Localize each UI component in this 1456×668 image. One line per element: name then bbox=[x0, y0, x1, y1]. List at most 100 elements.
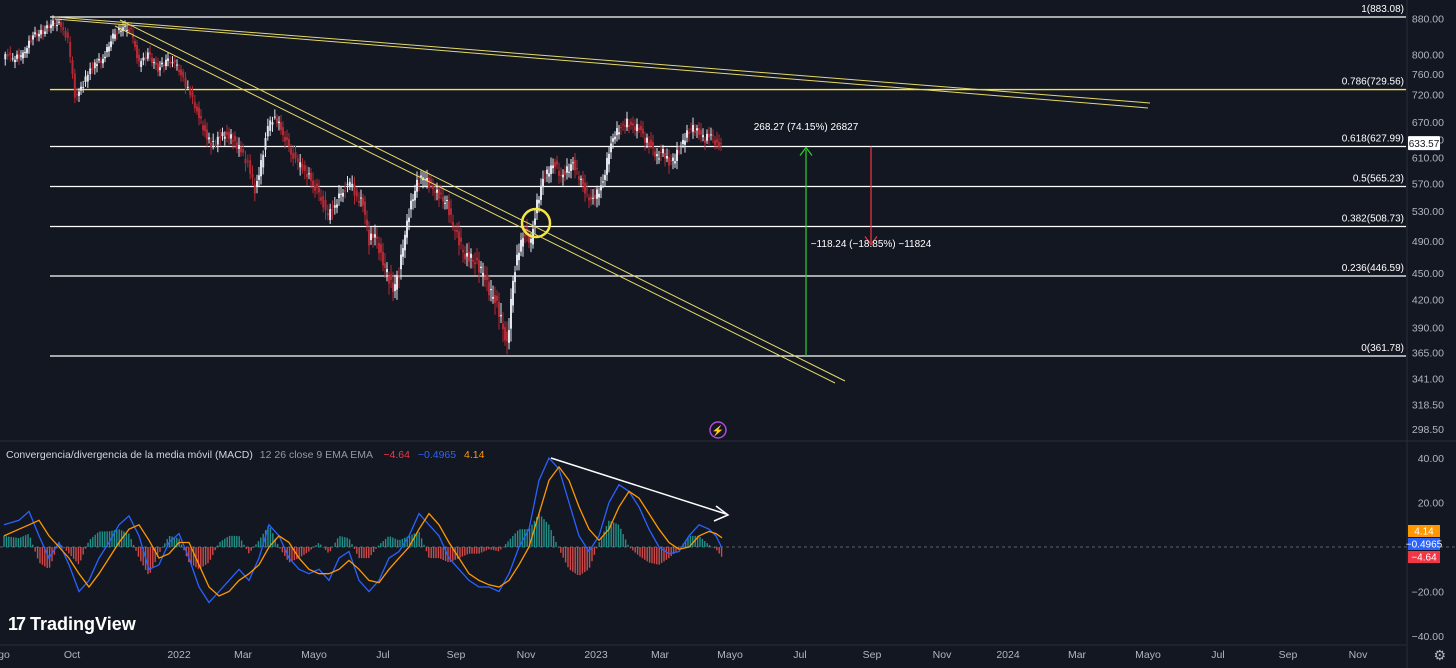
divergence-line bbox=[550, 457, 727, 515]
histogram-bar bbox=[108, 531, 111, 547]
time-axis: go Oct 2022 Mar Mayo Jul Sep Nov 2023 Mar Mayo Jul S… bbox=[0, 649, 1368, 661]
candle-body bbox=[282, 127, 284, 136]
candle-body bbox=[299, 162, 302, 168]
candle-body bbox=[654, 151, 656, 157]
candle-body bbox=[210, 142, 212, 147]
candle-body bbox=[126, 29, 128, 31]
time-tick-label: Jul bbox=[376, 649, 389, 661]
candle-body bbox=[251, 173, 254, 178]
lightning-glyph: ⚡ bbox=[712, 424, 724, 437]
candle-body bbox=[440, 192, 442, 195]
histogram-bar bbox=[272, 533, 274, 547]
candle-body bbox=[604, 174, 606, 180]
candle-body bbox=[508, 330, 510, 343]
candle-body bbox=[344, 190, 347, 192]
candle-body bbox=[202, 125, 204, 131]
candle-body bbox=[480, 266, 482, 269]
histogram-bar bbox=[406, 536, 408, 547]
gear-icon[interactable]: ⚙ bbox=[1433, 647, 1446, 663]
histogram-bar bbox=[58, 542, 60, 547]
candle-body bbox=[136, 45, 138, 59]
candle-body bbox=[362, 197, 364, 206]
histogram-bar bbox=[399, 539, 401, 547]
candle-body bbox=[11, 58, 14, 60]
candle-body bbox=[78, 91, 80, 96]
candle-body bbox=[144, 56, 147, 60]
histogram-bar bbox=[106, 531, 108, 547]
candle-body bbox=[324, 199, 327, 211]
candle-body bbox=[301, 163, 304, 171]
histogram-bar bbox=[672, 547, 675, 555]
histogram-bar bbox=[159, 547, 161, 552]
histogram-bar bbox=[396, 539, 399, 547]
macd-value-badge bbox=[1408, 551, 1440, 563]
histogram-bar bbox=[111, 530, 113, 547]
fib-level-label: 0.236(446.59) bbox=[1342, 263, 1404, 274]
macd-line-macd bbox=[3, 456, 723, 604]
candle-body bbox=[472, 260, 474, 262]
candle-body bbox=[588, 197, 590, 201]
histogram-bar bbox=[84, 547, 87, 549]
candle-body bbox=[132, 33, 134, 38]
tradingview-mark-icon: 17 bbox=[8, 614, 26, 634]
candle-body bbox=[333, 205, 336, 208]
candle-body bbox=[504, 327, 506, 341]
histogram-bar bbox=[303, 547, 305, 555]
candle-body bbox=[253, 184, 256, 194]
histogram-bar bbox=[464, 547, 466, 556]
candle-body bbox=[380, 244, 382, 253]
candle-body bbox=[124, 25, 126, 27]
macd-badge-text: 4.14 bbox=[1414, 527, 1434, 538]
candle-body bbox=[223, 136, 226, 139]
candle-body bbox=[196, 106, 198, 112]
histogram-bar bbox=[233, 535, 236, 547]
candle-body bbox=[564, 170, 566, 176]
histogram-bar bbox=[324, 547, 327, 550]
histogram-bar bbox=[372, 547, 375, 552]
candle-body bbox=[614, 136, 616, 140]
histogram-bar bbox=[315, 545, 317, 547]
histogram-bar bbox=[440, 547, 442, 559]
candle-body bbox=[706, 133, 708, 141]
histogram-bar bbox=[300, 547, 303, 557]
candle-body bbox=[221, 132, 224, 137]
histogram-bar bbox=[137, 547, 140, 557]
candle-body bbox=[416, 179, 418, 192]
histogram-bar bbox=[238, 536, 240, 547]
candle-body bbox=[378, 242, 380, 254]
candle-body bbox=[396, 275, 398, 290]
candle-body bbox=[656, 154, 658, 157]
candle-body bbox=[624, 125, 626, 127]
candle-body bbox=[484, 276, 486, 281]
macd-tick-label: 40.00 bbox=[1418, 453, 1444, 465]
histogram-bar bbox=[24, 535, 27, 547]
macd-badge-text: −4.64 bbox=[1411, 553, 1437, 564]
candle-body bbox=[514, 272, 516, 283]
candle-body bbox=[24, 51, 26, 54]
candle-body bbox=[678, 151, 680, 153]
candle-body bbox=[108, 46, 110, 52]
histogram-bar bbox=[204, 547, 207, 565]
candle-body bbox=[286, 137, 288, 140]
last-price-badge bbox=[1408, 136, 1440, 151]
candle-body bbox=[672, 157, 674, 161]
candle-body bbox=[634, 126, 636, 131]
histogram-bar bbox=[605, 526, 608, 547]
histogram-bar bbox=[80, 547, 82, 561]
histogram-bar bbox=[346, 537, 348, 547]
histogram-bar bbox=[252, 547, 255, 548]
histogram-bar bbox=[420, 538, 423, 547]
candle-body bbox=[670, 160, 672, 162]
candle-body bbox=[714, 140, 716, 145]
time-tick-label: Nov bbox=[1349, 649, 1368, 661]
candle-body bbox=[167, 58, 169, 61]
candle-body bbox=[273, 116, 276, 118]
candle-body bbox=[444, 202, 446, 204]
candle-body bbox=[264, 138, 267, 150]
candle-body bbox=[676, 149, 678, 161]
candle-body bbox=[466, 253, 468, 257]
candle-body bbox=[428, 177, 430, 188]
histogram-bar bbox=[128, 533, 130, 547]
time-tick-label: Mar bbox=[234, 649, 253, 661]
